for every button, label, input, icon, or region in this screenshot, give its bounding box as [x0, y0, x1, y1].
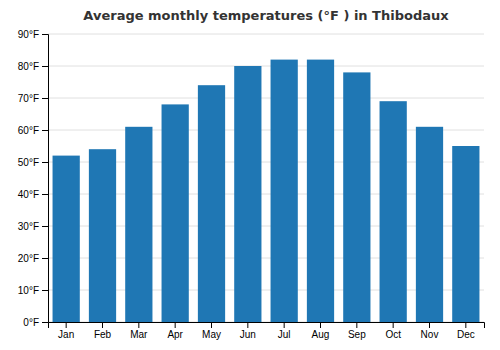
x-axis: Jan Feb Mar Apr May Jun Jul Aug Sep Oct Nov Dec	[49, 322, 485, 340]
tick-label: 90°F	[18, 29, 39, 40]
tick: Oct	[385, 322, 401, 340]
tick-label: 30°F	[18, 221, 39, 232]
title: Average monthly temperatures (°F ) in Th…	[83, 8, 449, 23]
tick-mark	[284, 322, 285, 328]
tick-mark	[102, 322, 103, 328]
tick: 10°F	[18, 285, 48, 296]
tick-label: Jul	[278, 329, 291, 340]
bar	[53, 156, 80, 322]
grid-line	[48, 66, 484, 67]
plot-area: Jan Feb Mar Apr May Jun Jul Aug Sep Oct Nov Dec 0°F 1…	[18, 29, 485, 340]
tick-label: Apr	[167, 329, 183, 340]
tick-label: Jan	[58, 329, 74, 340]
tick-mark	[175, 322, 176, 328]
tick: Apr	[167, 322, 183, 340]
tick-label: 0°F	[23, 317, 39, 328]
tick: 20°F	[18, 253, 48, 264]
tick: Feb	[94, 322, 112, 340]
tick-mark	[138, 322, 139, 328]
tick-label: 40°F	[18, 189, 39, 200]
grid	[48, 34, 484, 322]
tick: 50°F	[18, 157, 48, 168]
bar	[452, 146, 479, 322]
tick-mark	[42, 34, 48, 35]
tick-mark	[42, 290, 48, 291]
tick-mark	[42, 66, 48, 67]
tick-label: Feb	[94, 329, 112, 340]
grid-line	[48, 34, 484, 35]
tick: Sep	[348, 322, 366, 340]
bar	[125, 127, 152, 322]
tick: Jun	[240, 322, 256, 340]
axis-line	[49, 323, 485, 329]
tick-label: Oct	[385, 329, 401, 340]
tick: May	[202, 322, 221, 340]
tick: Jan	[58, 322, 74, 340]
axis-line	[42, 35, 49, 323]
y-axis: 0°F 10°F 20°F 30°F 40°F 50°F 60°F 70°F 80°F 90°F	[18, 29, 49, 328]
tick: Nov	[421, 322, 439, 340]
tick-mark	[42, 226, 48, 227]
bars	[53, 60, 480, 322]
tick-mark	[429, 322, 430, 328]
tick-mark	[42, 162, 48, 163]
chart-svg: Jan Feb Mar Apr May Jun Jul Aug Sep Oct Nov Dec 0°F 1…	[0, 0, 500, 350]
tick-mark	[42, 130, 48, 131]
tick-label: Sep	[348, 329, 366, 340]
tick-mark	[42, 194, 48, 195]
bar	[234, 66, 261, 322]
tick-mark	[42, 98, 48, 99]
tick-label: May	[202, 329, 221, 340]
bar	[271, 60, 298, 322]
tick-label: 10°F	[18, 285, 39, 296]
tick: 70°F	[18, 93, 48, 104]
tick-label: Aug	[312, 329, 330, 340]
tick-label: Jun	[240, 329, 256, 340]
tick-mark	[320, 322, 321, 328]
bar	[89, 149, 116, 322]
tick: 0°F	[23, 317, 48, 328]
tick-label: 50°F	[18, 157, 39, 168]
tick-label: 80°F	[18, 61, 39, 72]
tick-label: 20°F	[18, 253, 39, 264]
tick-mark	[393, 322, 394, 328]
bar	[198, 85, 225, 322]
tick-mark	[247, 322, 248, 328]
tick: Dec	[457, 322, 475, 340]
bar	[343, 72, 370, 322]
tick-mark	[42, 322, 48, 323]
tick-label: 60°F	[18, 125, 39, 136]
tick: 30°F	[18, 221, 48, 232]
grid-line	[48, 98, 484, 99]
tick: Mar	[130, 322, 148, 340]
bar	[416, 127, 443, 322]
bar	[380, 101, 407, 322]
tick: 80°F	[18, 61, 48, 72]
tick: 40°F	[18, 189, 48, 200]
bar	[162, 104, 189, 322]
tick: 90°F	[18, 29, 48, 40]
tick-mark	[211, 322, 212, 328]
tick: Jul	[278, 322, 291, 340]
tick: Aug	[312, 322, 330, 340]
tick-label: Dec	[457, 329, 475, 340]
tick-mark	[356, 322, 357, 328]
tick-label: 70°F	[18, 93, 39, 104]
tick-mark	[465, 322, 466, 328]
tick-mark	[66, 322, 67, 328]
tick-label: Nov	[421, 329, 439, 340]
tick: 60°F	[18, 125, 48, 136]
tick-mark	[42, 258, 48, 259]
tick-label: Mar	[130, 329, 148, 340]
bar	[307, 60, 334, 322]
